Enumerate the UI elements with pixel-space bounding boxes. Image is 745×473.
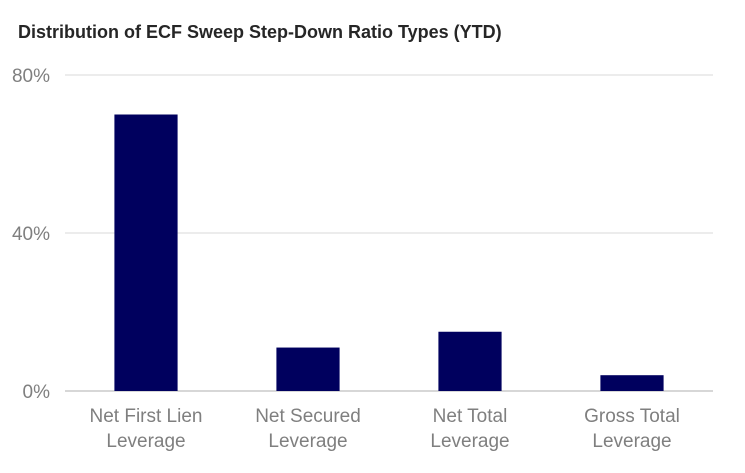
bar: [276, 347, 340, 391]
bar: [114, 114, 178, 391]
bar: [600, 375, 664, 391]
bars: [114, 114, 664, 391]
y-tick-label: 40%: [12, 224, 50, 245]
x-tick-label: Net First Lien Leverage: [90, 406, 203, 452]
x-tick-label-line: Net Total: [433, 406, 508, 427]
y-tick-label: 80%: [12, 66, 50, 87]
x-tick-label-line: Net Secured: [255, 406, 361, 427]
x-axis-labels: Net First Lien Leverage Net Secured Leverag…: [90, 406, 680, 452]
x-tick-label: Net Total Leverage: [430, 406, 509, 452]
bar: [438, 331, 502, 391]
x-tick-label: Gross Total Leverage: [584, 406, 680, 452]
x-tick-label-line: Leverage: [268, 431, 347, 452]
x-tick-label-line: Net First Lien: [90, 406, 203, 427]
x-tick-label-line: Leverage: [430, 431, 509, 452]
x-tick-label-line: Gross Total: [584, 406, 680, 427]
y-axis-ticks: 0% 40% 80%: [12, 66, 50, 403]
x-tick-label: Net Secured Leverage: [255, 406, 361, 452]
chart-title: Distribution of ECF Sweep Step-Down Rati…: [18, 22, 502, 42]
x-tick-label-line: Leverage: [592, 431, 671, 452]
x-tick-label-line: Leverage: [106, 431, 185, 452]
y-tick-label: 0%: [23, 382, 51, 403]
